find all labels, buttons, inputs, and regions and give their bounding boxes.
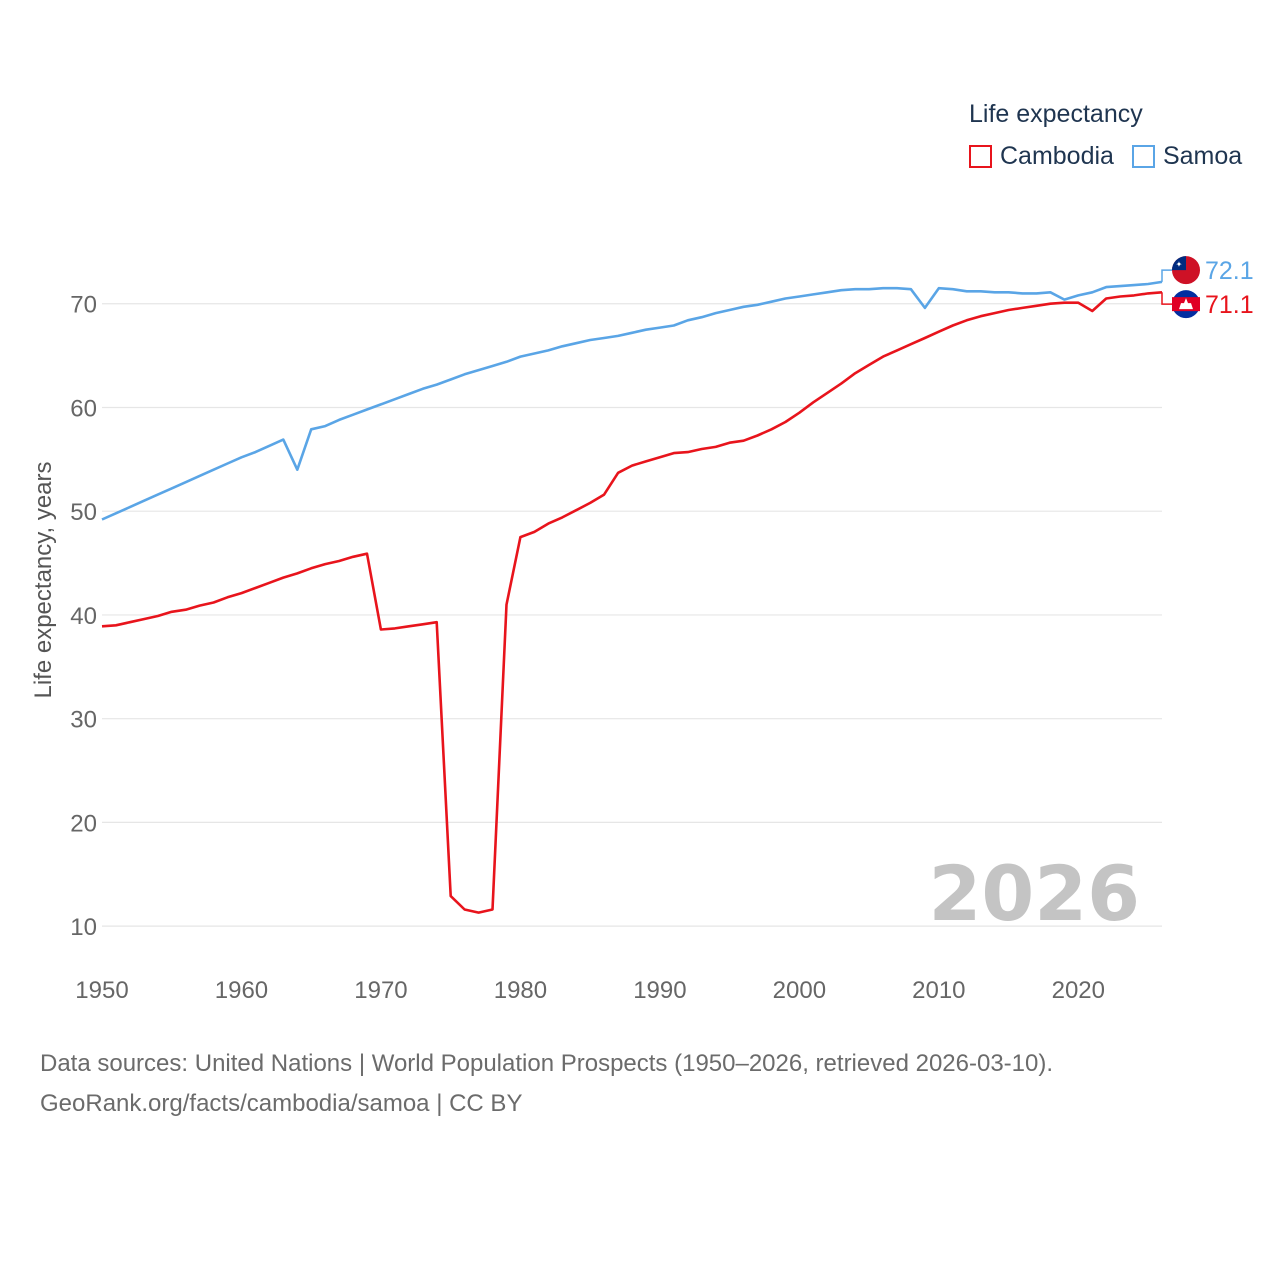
- legend-swatch-samoa: [1131, 145, 1155, 168]
- year-watermark: 2026: [928, 849, 1140, 938]
- source-line-2[interactable]: GeoRank.org/facts/cambodia/samoa | CC BY: [40, 1090, 523, 1117]
- y-tick-label-10: 10: [70, 914, 97, 941]
- end-label-cambodia: 71.1: [1205, 291, 1254, 319]
- x-tick-label-2000: 2000: [773, 977, 826, 1004]
- x-tick-label-1960: 1960: [215, 977, 268, 1004]
- legend: Cambodia Samoa: [969, 142, 1260, 171]
- samoa-flag-canton: [1172, 256, 1186, 271]
- series-line-samoa: [101, 280, 1163, 521]
- source-line-1: Data sources: United Nations | World Pop…: [40, 1050, 1054, 1077]
- connector-cambodia: [1161, 292, 1172, 305]
- x-tick-label-1990: 1990: [633, 977, 686, 1004]
- x-tick-label-1970: 1970: [354, 977, 407, 1004]
- y-tick-label-40: 40: [70, 603, 97, 630]
- x-tick-label-2010: 2010: [912, 977, 965, 1004]
- legend-item-cambodia[interactable]: Cambodia: [969, 142, 1114, 171]
- legend-swatch-cambodia: [969, 145, 992, 168]
- connector-samoa: [1161, 269, 1172, 282]
- y-tick-label-60: 60: [70, 395, 97, 422]
- y-tick-label-70: 70: [70, 292, 97, 319]
- x-tick-label-1950: 1950: [75, 977, 128, 1004]
- y-tick-label-30: 30: [70, 707, 97, 734]
- legend-label-samoa: Samoa: [1162, 142, 1243, 170]
- source-note: Data sources: United Nations | World Pop…: [40, 1044, 1053, 1124]
- cambodia-flag-temple: [1179, 298, 1193, 310]
- x-tick-label-2020: 2020: [1052, 977, 1105, 1004]
- y-axis-title: Life expectancy, years: [30, 461, 57, 698]
- samoa-flag-stars: ✦: [1176, 260, 1183, 269]
- series-line-cambodia: [101, 291, 1163, 914]
- y-tick-label-20: 20: [70, 810, 97, 837]
- x-tick-label-1980: 1980: [494, 977, 547, 1004]
- end-label-samoa: 72.1: [1205, 257, 1254, 285]
- legend-item-samoa[interactable]: Samoa: [1131, 142, 1243, 171]
- legend-title: Life expectancy: [969, 100, 1143, 128]
- y-tick-label-50: 50: [70, 499, 97, 526]
- legend-label-cambodia: Cambodia: [1000, 142, 1114, 170]
